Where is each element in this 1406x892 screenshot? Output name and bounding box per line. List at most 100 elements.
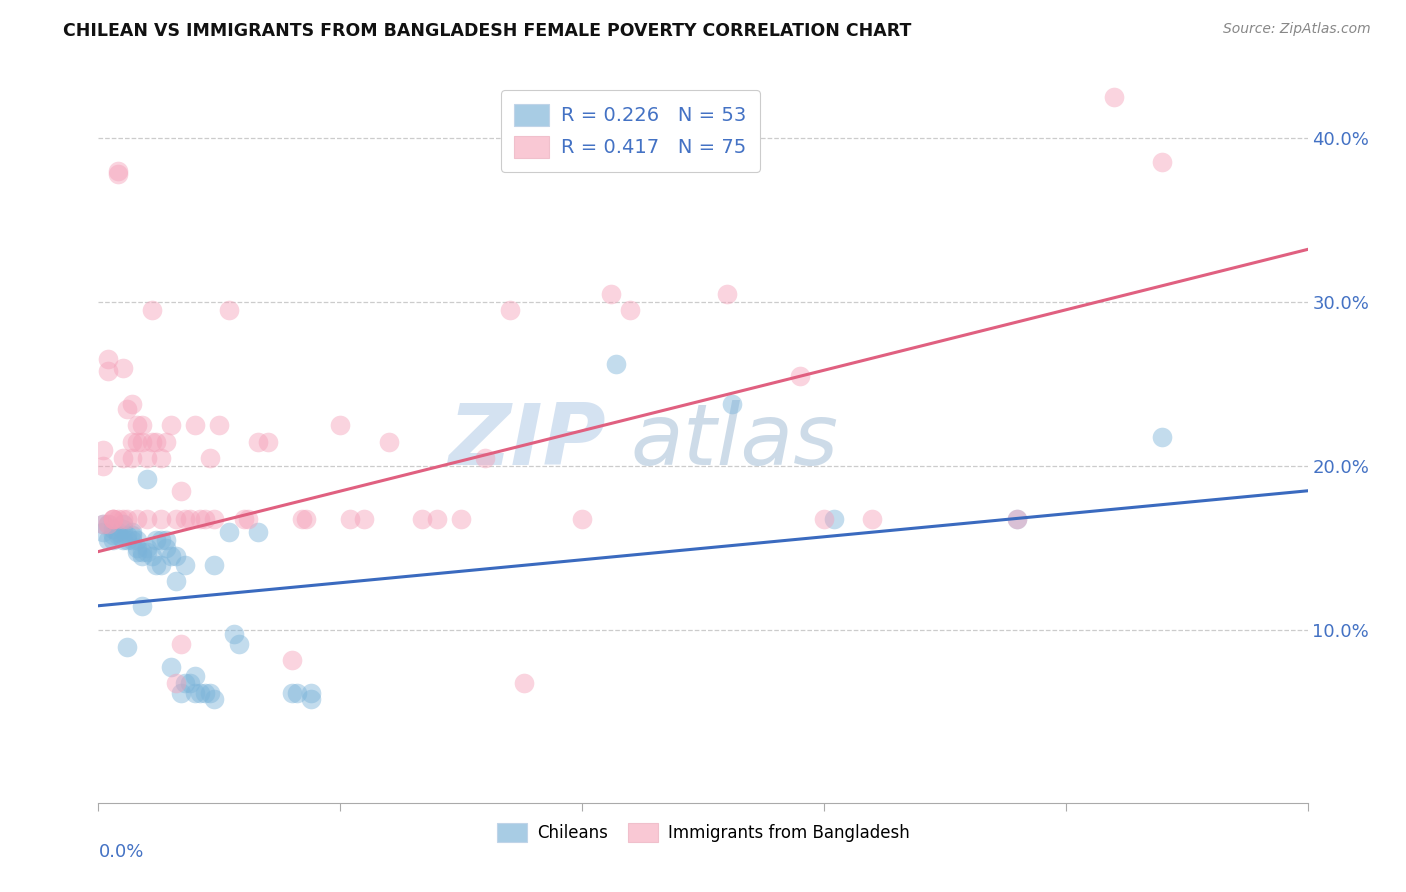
Point — [150, 533, 173, 547]
Point — [1152, 155, 1174, 169]
Point — [150, 512, 173, 526]
Point — [97, 352, 120, 367]
Point — [97, 516, 120, 531]
Point — [204, 558, 226, 572]
Point — [450, 512, 472, 526]
Point — [174, 512, 197, 526]
Point — [135, 544, 157, 558]
Point — [117, 401, 139, 416]
Point — [131, 599, 153, 613]
Point — [111, 533, 134, 547]
Point — [208, 418, 231, 433]
Point — [329, 418, 352, 433]
Point — [179, 676, 201, 690]
Text: CHILEAN VS IMMIGRANTS FROM BANGLADESH FEMALE POVERTY CORRELATION CHART: CHILEAN VS IMMIGRANTS FROM BANGLADESH FE… — [63, 22, 911, 40]
Point — [145, 533, 167, 547]
Point — [169, 636, 191, 650]
Point — [150, 558, 173, 572]
Point — [299, 686, 322, 700]
Point — [194, 512, 217, 526]
Point — [1152, 429, 1174, 443]
Point — [107, 524, 129, 539]
Point — [188, 512, 211, 526]
Point — [111, 450, 134, 465]
Text: ZIP: ZIP — [449, 400, 606, 483]
Point — [91, 524, 114, 539]
Point — [111, 516, 134, 531]
Point — [127, 544, 149, 558]
Point — [179, 512, 201, 526]
Point — [165, 676, 187, 690]
Point — [605, 357, 627, 371]
Point — [174, 676, 197, 690]
Point — [247, 434, 270, 449]
Point — [198, 450, 221, 465]
Point — [194, 686, 217, 700]
Point — [160, 659, 183, 673]
Point — [141, 434, 163, 449]
Point — [813, 512, 835, 526]
Point — [135, 472, 157, 486]
Point — [121, 450, 143, 465]
Point — [117, 512, 139, 526]
Point — [218, 524, 240, 539]
Point — [131, 544, 153, 558]
Point — [121, 397, 143, 411]
Text: Source: ZipAtlas.com: Source: ZipAtlas.com — [1223, 22, 1371, 37]
Point — [141, 303, 163, 318]
Point — [281, 653, 304, 667]
Point — [232, 512, 254, 526]
Point — [107, 512, 129, 526]
Point — [91, 442, 114, 457]
Point — [127, 533, 149, 547]
Point — [91, 459, 114, 474]
Point — [721, 397, 744, 411]
Point — [188, 686, 211, 700]
Point — [135, 541, 157, 556]
Point — [299, 692, 322, 706]
Point — [204, 692, 226, 706]
Point — [141, 549, 163, 564]
Point — [101, 522, 124, 536]
Point — [101, 533, 124, 547]
Point — [111, 522, 134, 536]
Point — [184, 686, 207, 700]
Point — [101, 512, 124, 526]
Point — [169, 686, 191, 700]
Point — [165, 549, 187, 564]
Point — [107, 163, 129, 178]
Point — [411, 512, 433, 526]
Point — [290, 512, 312, 526]
Point — [131, 549, 153, 564]
Point — [101, 528, 124, 542]
Point — [91, 516, 114, 531]
Point — [285, 686, 308, 700]
Point — [247, 524, 270, 539]
Point — [571, 512, 593, 526]
Point — [165, 512, 187, 526]
Point — [150, 450, 173, 465]
Point — [117, 528, 139, 542]
Point — [789, 368, 811, 383]
Point — [131, 434, 153, 449]
Point — [174, 558, 197, 572]
Point — [127, 434, 149, 449]
Point — [160, 549, 183, 564]
Point — [165, 574, 187, 588]
Point — [295, 512, 318, 526]
Text: 0.0%: 0.0% — [98, 843, 143, 861]
Point — [339, 512, 361, 526]
Point — [127, 541, 149, 556]
Point — [218, 303, 240, 318]
Point — [353, 512, 375, 526]
Point — [97, 516, 120, 531]
Point — [111, 360, 134, 375]
Point — [426, 512, 449, 526]
Point — [498, 303, 520, 318]
Point — [97, 364, 120, 378]
Point — [1007, 512, 1029, 526]
Point — [600, 286, 623, 301]
Point — [169, 483, 191, 498]
Point — [97, 533, 120, 547]
Point — [1007, 512, 1029, 526]
